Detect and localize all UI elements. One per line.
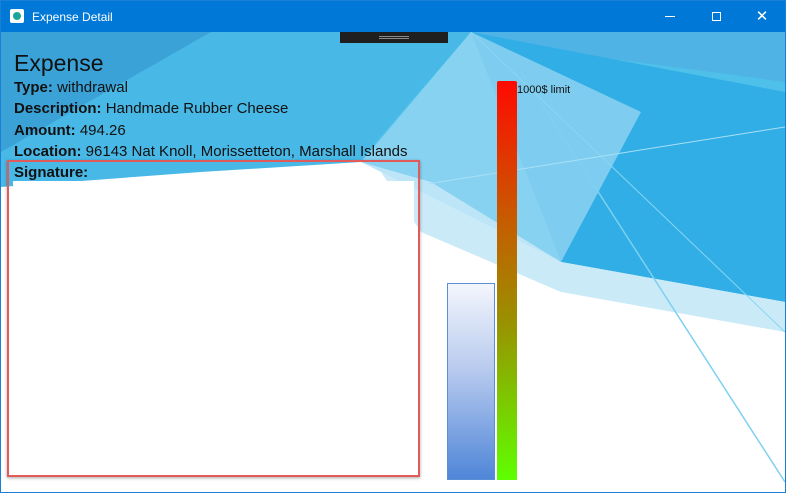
page-title: Expense — [14, 50, 104, 76]
drag-handle[interactable] — [340, 32, 448, 43]
close-icon: ✕ — [755, 8, 769, 25]
signature-highlight-frame — [7, 160, 420, 477]
signature-pad[interactable] — [13, 181, 414, 472]
amount-value: 494.26 — [79, 122, 126, 139]
amount-level-bar — [447, 283, 495, 480]
type-row: Type: withdrawal — [14, 78, 128, 98]
signature-label: Signature: — [14, 164, 89, 181]
window-title: Expense Detail — [32, 10, 113, 24]
minimize-icon — [665, 16, 675, 17]
close-button[interactable]: ✕ — [739, 1, 785, 32]
description-row: Description: Handmade Rubber Cheese — [14, 99, 288, 119]
content-area: Expense Type: withdrawal Description: Ha… — [1, 32, 785, 492]
location-row: Location: 96143 Nat Knoll, Morissetteton… — [14, 142, 408, 162]
limit-gradient-bar — [497, 81, 517, 480]
amount-row: Amount: 494.26 — [14, 121, 126, 141]
type-value: withdrawal — [57, 79, 128, 96]
maximize-button[interactable] — [693, 1, 739, 32]
description-label: Description: — [14, 100, 102, 117]
type-label: Type: — [14, 79, 53, 96]
app-icon — [10, 9, 24, 23]
description-value: Handmade Rubber Cheese — [105, 100, 289, 117]
location-value: 96143 Nat Knoll, Morissetteton, Marshall… — [85, 143, 408, 160]
location-label: Location: — [14, 143, 82, 160]
amount-label: Amount: — [14, 122, 76, 139]
limit-label: 1000$ limit — [517, 84, 571, 96]
title-bar[interactable]: Expense Detail ✕ — [1, 1, 785, 32]
maximize-icon — [711, 12, 721, 21]
minimize-button[interactable] — [647, 1, 693, 32]
